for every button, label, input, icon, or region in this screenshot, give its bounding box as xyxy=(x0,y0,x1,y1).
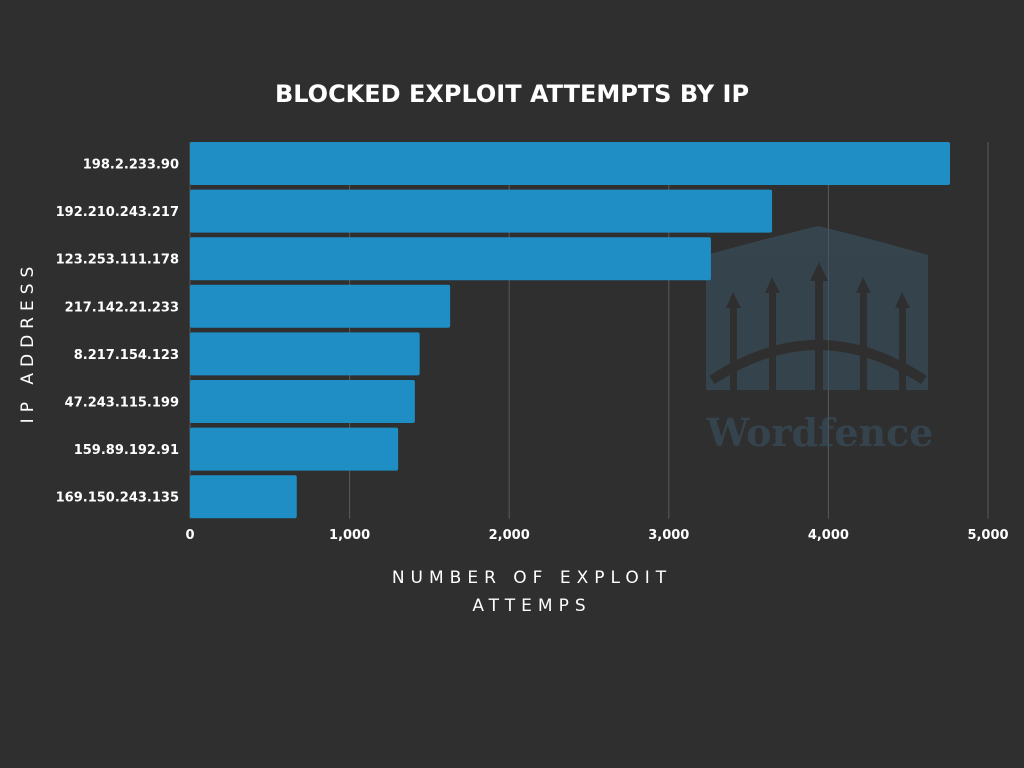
x-tick-label: 5,000 xyxy=(967,528,1008,543)
svg-text:Wordfence: Wordfence xyxy=(706,410,934,455)
x-axis-label-line-1: NUMBER OF EXPLOIT xyxy=(392,568,672,588)
y-tick-label: 47.243.115.199 xyxy=(65,396,179,411)
x-tick-labels: 0 1,000 2,000 3,000 4,000 5,000 xyxy=(185,528,1008,543)
bar xyxy=(190,332,420,376)
x-tick-label: 2,000 xyxy=(489,528,530,543)
y-axis-label: IP ADDRESS xyxy=(18,261,38,424)
bar xyxy=(190,189,773,233)
y-tick-label: 192.210.243.217 xyxy=(56,205,179,220)
y-tick-label: 123.253.111.178 xyxy=(56,253,179,268)
y-tick-label: 8.217.154.123 xyxy=(74,348,179,363)
y-tick-label: 198.2.233.90 xyxy=(83,158,179,173)
chart-title: BLOCKED EXPLOIT ATTEMPTS BY IP xyxy=(275,80,749,108)
bar xyxy=(190,237,711,281)
y-tick-labels: 198.2.233.90 192.210.243.217 123.253.111.1… xyxy=(56,158,179,506)
bar xyxy=(190,427,399,471)
y-tick-label: 169.150.243.135 xyxy=(56,491,179,506)
x-tick-label: 1,000 xyxy=(329,528,370,543)
y-tick-label: 159.89.192.91 xyxy=(74,443,179,458)
x-tick-label: 0 xyxy=(185,528,194,543)
y-tick-label: 217.142.21.233 xyxy=(65,300,179,315)
x-tick-label: 4,000 xyxy=(808,528,849,543)
bar xyxy=(190,475,297,519)
wordfence-logo-watermark: Wordfence xyxy=(706,226,934,455)
bar xyxy=(190,142,951,185)
bar xyxy=(190,380,415,423)
x-tick-label: 3,000 xyxy=(648,528,689,543)
bar xyxy=(190,284,451,328)
x-axis-label-line-2: ATTEMPS xyxy=(472,596,591,616)
bars xyxy=(190,142,951,519)
